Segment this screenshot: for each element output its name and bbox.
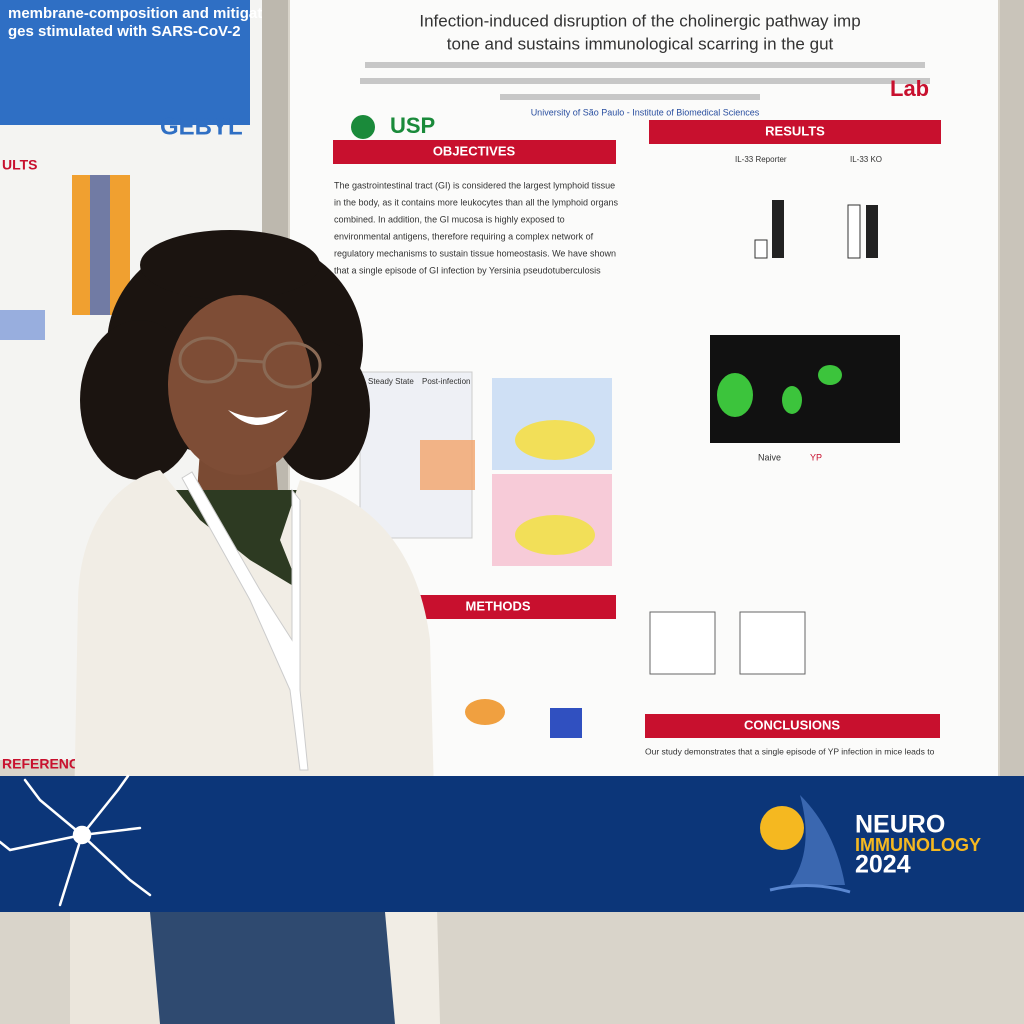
logo-mark — [351, 115, 375, 139]
legend-yp: YP — [810, 452, 822, 462]
logo-lab: Lab — [890, 76, 929, 101]
left-subtitle: ges stimulated with SARS-CoV-2 — [8, 23, 241, 40]
banner-word: IMMUNOLOGY — [855, 835, 981, 855]
section-bar — [645, 714, 940, 738]
sleeve — [70, 912, 160, 1024]
left-figure — [0, 310, 45, 340]
figure-label: IL-33 Reporter — [735, 155, 787, 164]
logo-sail — [790, 795, 845, 885]
left-poster-header — [0, 0, 250, 125]
banner — [0, 776, 1024, 912]
mesentery-icon — [465, 699, 505, 725]
objectives-line: environmental antigens, therefore requir… — [334, 231, 594, 241]
diagram-label: Steady State — [368, 377, 414, 386]
logo-sun — [760, 806, 804, 850]
objectives-line: The gastrointestinal tract (GI) is consi… — [334, 180, 615, 190]
smile — [228, 410, 288, 425]
diagram-label: Post-infection — [422, 377, 470, 386]
microscopy-blob — [782, 386, 802, 414]
author-lines — [360, 62, 930, 100]
dot-plot — [739, 611, 806, 675]
left-section: ULTS — [2, 157, 38, 173]
diagram-part — [420, 440, 475, 490]
objectives-line: that a single episode of GI infection by… — [334, 265, 601, 275]
section-title: OBJECTIVES — [433, 143, 516, 158]
face — [168, 295, 312, 475]
diagram-part — [515, 420, 595, 460]
section-bar — [649, 120, 941, 144]
neuron-icon — [0, 774, 152, 907]
figure-bar — [866, 205, 878, 258]
banner-year: 2024 — [855, 851, 911, 879]
affiliation: University of São Paulo - Institute of B… — [531, 107, 760, 117]
objectives-line: in the body, as it contains more leukocy… — [334, 197, 618, 207]
device-icon — [550, 708, 582, 738]
left-logo: GEBYL — [160, 113, 243, 140]
heatmap — [90, 175, 110, 315]
conclusion-text: Our study demonstrates that a single epi… — [645, 746, 935, 756]
objectives-text: The gastrointestinal tract (GI) is consi… — [334, 180, 618, 275]
poster-title: Infection-induced disruption of the chol… — [419, 11, 860, 30]
jeans — [140, 912, 395, 1024]
figure-bar — [754, 239, 768, 259]
logo-usp: USP — [390, 113, 435, 138]
board-frame — [1000, 0, 1024, 780]
section-bar — [333, 140, 616, 164]
figure-bar — [772, 200, 784, 258]
dot-plot — [649, 611, 716, 675]
legend-naive: Naive — [758, 452, 781, 462]
objectives-line: combined. In addition, the GI mucosa is … — [334, 214, 565, 224]
section-title: RESULTS — [765, 123, 825, 138]
banner-word: NEURO — [855, 811, 945, 839]
microscopy-blob — [818, 365, 842, 385]
lanyard — [181, 471, 309, 771]
left-title: membrane-composition and mitigates — [8, 5, 279, 22]
glasses — [178, 336, 322, 389]
left-section: REFERENC — [2, 756, 79, 772]
poster-title: tone and sustains immunological scarring… — [447, 34, 834, 53]
figure-bar — [847, 204, 861, 259]
figure-label: IL-33 KO — [850, 155, 882, 164]
microscopy-blob — [717, 373, 753, 417]
diagram-part — [515, 515, 595, 555]
section-title: METHODS — [466, 598, 531, 613]
objectives-line: regulatory mechanisms to sustain tissue … — [334, 248, 616, 258]
section-title: CONCLUSIONS — [744, 717, 840, 732]
logo-wave — [769, 884, 851, 894]
